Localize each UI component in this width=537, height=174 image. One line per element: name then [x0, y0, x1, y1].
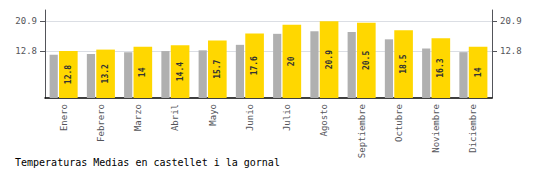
- svg-text:16.3: 16.3: [436, 58, 445, 77]
- svg-text:Julio: Julio: [282, 104, 292, 131]
- svg-text:Agosto: Agosto: [319, 104, 329, 137]
- svg-text:Marzo: Marzo: [133, 104, 143, 131]
- svg-text:20.9: 20.9: [15, 16, 37, 26]
- svg-text:Abril: Abril: [170, 104, 180, 131]
- svg-text:13.2: 13.2: [101, 64, 110, 83]
- svg-text:12.8: 12.8: [64, 65, 73, 84]
- svg-text:Febrero: Febrero: [96, 104, 106, 142]
- svg-text:Noviembre: Noviembre: [431, 104, 441, 153]
- svg-text:20.5: 20.5: [362, 51, 371, 70]
- svg-text:20.9: 20.9: [500, 16, 522, 26]
- svg-text:Junio: Junio: [245, 104, 255, 131]
- svg-text:15.7: 15.7: [213, 59, 222, 78]
- svg-text:Octubre: Octubre: [394, 104, 404, 142]
- svg-text:18.5: 18.5: [399, 54, 408, 73]
- svg-text:20: 20: [287, 56, 296, 66]
- svg-text:Mayo: Mayo: [208, 104, 218, 126]
- svg-text:20.9: 20.9: [325, 50, 334, 69]
- svg-text:12.8: 12.8: [15, 46, 37, 56]
- svg-text:14: 14: [138, 67, 147, 77]
- svg-text:17.6: 17.6: [250, 56, 259, 75]
- svg-text:12.8: 12.8: [500, 46, 522, 56]
- svg-text:14: 14: [474, 67, 483, 77]
- svg-text:Temperaturas Medias en castell: Temperaturas Medias en castellet i la go…: [15, 157, 280, 168]
- svg-text:Septiembre: Septiembre: [357, 104, 367, 158]
- svg-text:Enero: Enero: [59, 104, 69, 131]
- svg-text:14.4: 14.4: [176, 62, 185, 81]
- svg-text:Diciembre: Diciembre: [468, 104, 478, 153]
